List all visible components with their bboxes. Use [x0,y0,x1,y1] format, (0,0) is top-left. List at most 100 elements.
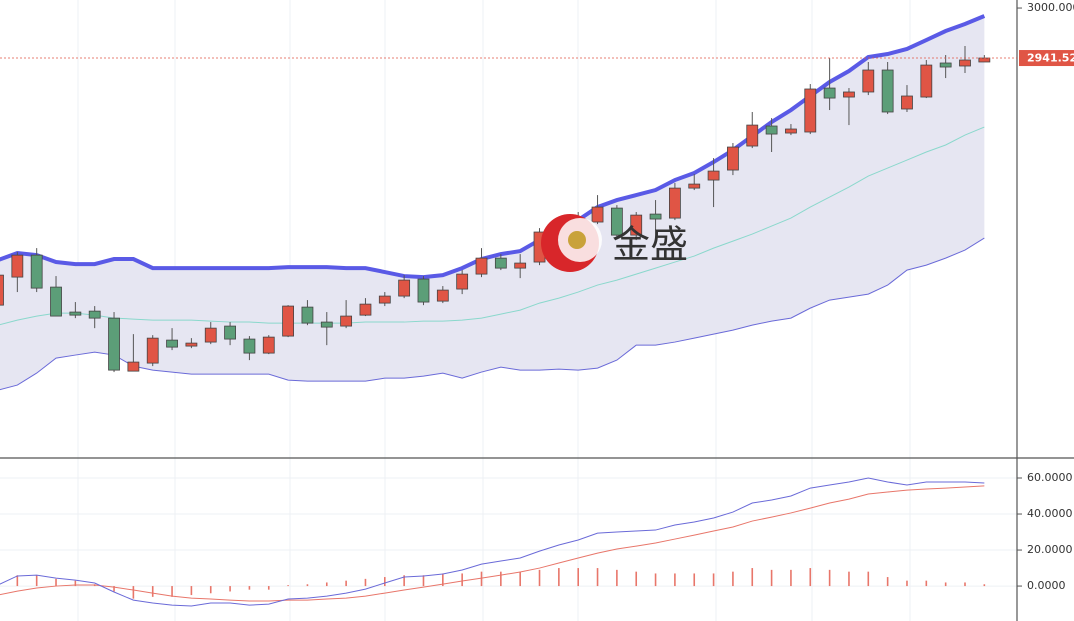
macd-histogram-bar [461,573,463,587]
macd-histogram-bar [209,586,212,594]
plot [0,14,1017,607]
macd-histogram-bar [132,586,135,599]
candle-body [785,128,797,134]
macd-histogram-bar [538,569,541,587]
candle-body [50,286,62,317]
candle-body [746,124,759,147]
candle-body [301,306,314,324]
candle-body [359,303,372,316]
macd-histogram-bar [983,584,986,587]
macd-histogram-bar [712,573,715,587]
candle-body [224,325,236,340]
macd-histogram-bar [848,571,850,587]
y2-tick-label: 60.0000 [1027,471,1073,484]
band-lower [0,237,985,391]
current-price-box [1019,50,1074,67]
candle-body [765,125,778,135]
candle-body [69,311,82,316]
macd-histogram-bar [248,586,251,590]
candle-body [378,295,391,304]
macd-histogram-bar [364,578,367,587]
band-fill [0,15,985,390]
candle-body [843,91,855,98]
macd-histogram-bar [16,575,19,587]
candle-body [475,257,488,275]
candle-body [340,315,353,327]
candle-body [804,88,817,133]
candle-body [649,213,662,220]
candle-body [727,146,739,171]
y-tick-label: 3000.000 [1027,1,1074,14]
macd-histogram-bar [500,571,502,587]
candle-body [204,327,217,343]
macd-histogram-bar [74,580,77,587]
candle-body [959,59,971,67]
candle-body [282,305,295,337]
logo-ball [568,231,586,249]
macd-histogram-bar [809,568,812,587]
candle-body [88,310,101,319]
macd-histogram-bar [867,571,870,587]
candle-body [456,273,469,290]
y2-tick-label: 20.0000 [1027,543,1073,556]
watermark-logo: 金盛 [541,214,688,272]
candle-body [166,339,178,348]
y2-tick-label: 40.0000 [1027,507,1073,520]
candle-body [320,321,333,328]
candle-body [630,214,643,236]
candle-body [862,69,875,93]
band-middle [0,126,985,326]
watermark-text: 金盛 [612,223,688,267]
macd-histogram-bar [422,575,425,587]
candle-body [417,278,430,303]
macd-histogram-bar [113,586,115,592]
macd-histogram-bar [190,586,193,596]
macd-dif-line [0,477,985,607]
macd-histogram-bar [325,582,328,587]
macd-histogram-bar [55,578,57,587]
macd-histogram-bar [654,573,657,587]
candle-body [688,183,701,189]
macd-histogram-bar [751,568,754,587]
macd-histogram-bar [384,577,386,587]
macd-histogram-bar [616,569,618,587]
candle-body [436,289,449,302]
macd-histogram-bar [674,573,676,587]
macd-histogram-bar [577,568,579,587]
current-price-label: 2941.520 [1027,52,1074,65]
candle-body [823,87,836,99]
macd-histogram-bar [828,569,831,587]
macd-histogram-bar [35,575,38,587]
candle-body [30,254,43,289]
macd-histogram-bar [519,571,521,587]
candle-body [669,187,681,219]
candle-body [398,279,411,297]
candle-body [243,338,256,354]
macd-histogram-bar [596,568,599,587]
macd-histogram-bar [944,582,947,587]
macd-histogram-bar [925,580,928,587]
candle-body [881,69,894,113]
macd-histogram-bar [480,571,483,587]
candle-body [920,64,933,98]
macd-histogram-bar [151,586,154,597]
macd-histogram-bar [306,584,309,587]
macd-histogram-bar [906,580,908,587]
candle-body [707,170,720,181]
macd-histogram-bar [790,569,792,587]
macd-dea-line [0,485,985,602]
macd-histogram-bar [693,573,696,587]
y2-tick-label: 0.0000 [1027,579,1066,592]
macd-histogram-bar [403,575,405,587]
candle-body [185,342,198,347]
candle-body [0,274,4,306]
candle-body [262,336,275,354]
macd-histogram-bar [171,586,173,597]
candle-body [939,62,952,68]
candle-body [610,207,623,236]
candle-body [978,57,991,63]
macd-histogram-bar [732,571,734,587]
macd-histogram-bar [229,586,231,592]
macd-histogram-bar [287,585,289,587]
